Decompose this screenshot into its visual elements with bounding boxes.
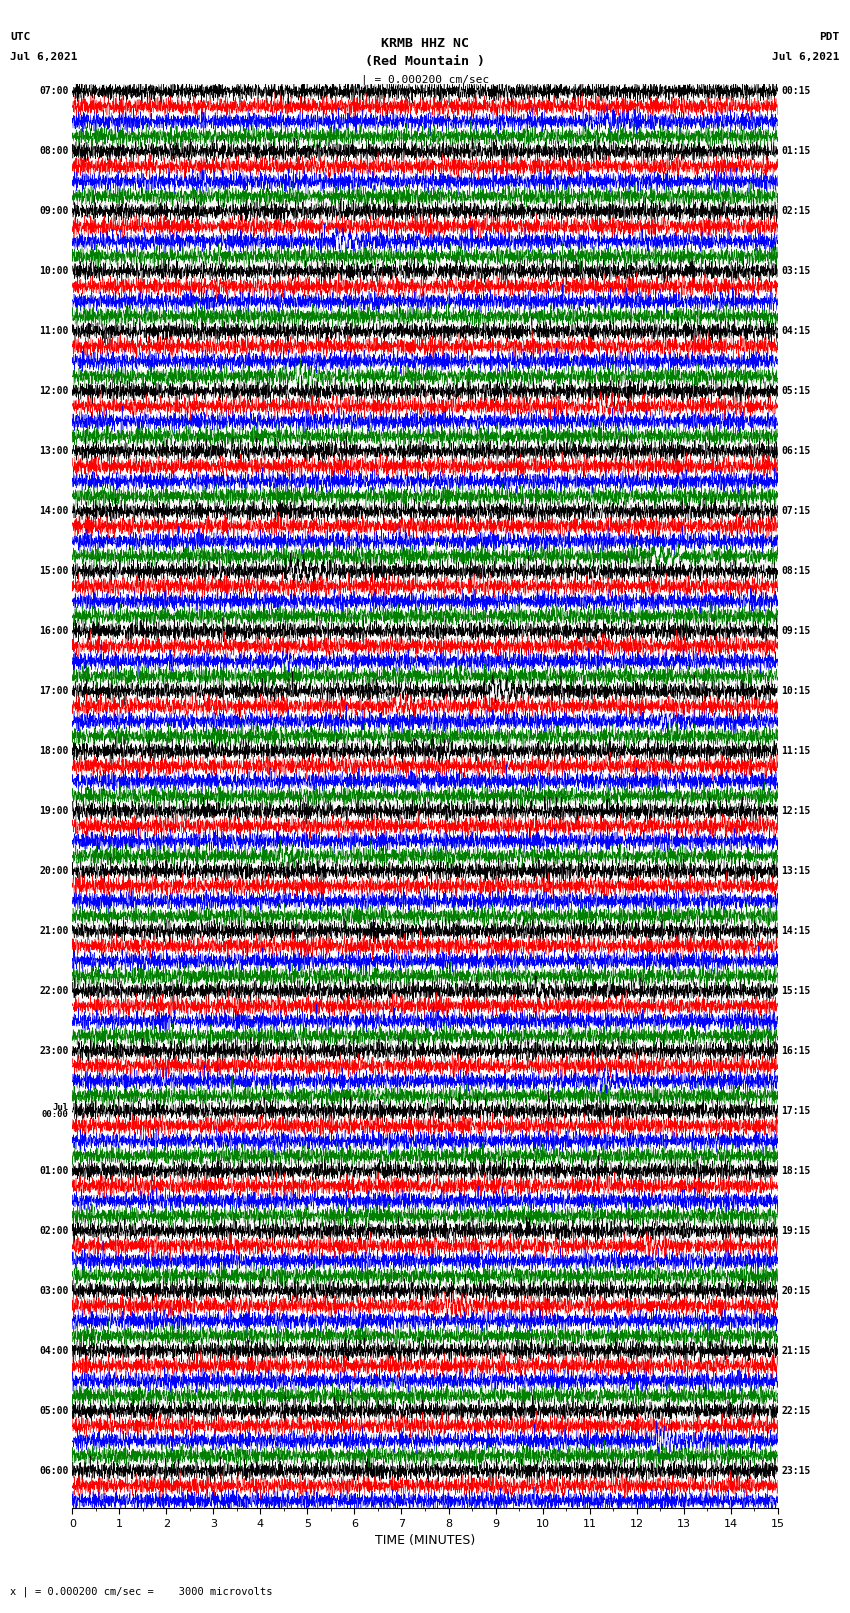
Text: 03:15: 03:15: [781, 266, 811, 276]
Text: 21:00: 21:00: [39, 926, 69, 936]
Text: 05:00: 05:00: [39, 1405, 69, 1416]
Text: 20:00: 20:00: [39, 866, 69, 876]
Text: 23:15: 23:15: [781, 1466, 811, 1476]
Text: UTC: UTC: [10, 32, 31, 42]
Text: 00:00: 00:00: [42, 1110, 69, 1119]
Text: 07:00: 07:00: [39, 87, 69, 97]
Text: 19:00: 19:00: [39, 806, 69, 816]
Text: 08:00: 08:00: [39, 147, 69, 156]
Text: 18:00: 18:00: [39, 747, 69, 756]
Text: 16:00: 16:00: [39, 626, 69, 636]
Text: 08:15: 08:15: [781, 566, 811, 576]
Text: 10:15: 10:15: [781, 686, 811, 697]
Text: 06:15: 06:15: [781, 447, 811, 456]
Text: 14:15: 14:15: [781, 926, 811, 936]
Text: | = 0.000200 cm/sec: | = 0.000200 cm/sec: [361, 74, 489, 85]
Text: PDT: PDT: [819, 32, 840, 42]
Text: 21:15: 21:15: [781, 1345, 811, 1357]
Text: 14:00: 14:00: [39, 506, 69, 516]
Text: 17:00: 17:00: [39, 686, 69, 697]
Text: 10:00: 10:00: [39, 266, 69, 276]
Text: Jul: Jul: [53, 1103, 69, 1111]
Text: 22:15: 22:15: [781, 1405, 811, 1416]
Text: x | = 0.000200 cm/sec =    3000 microvolts: x | = 0.000200 cm/sec = 3000 microvolts: [10, 1586, 273, 1597]
Text: 01:15: 01:15: [781, 147, 811, 156]
Text: KRMB HHZ NC: KRMB HHZ NC: [381, 37, 469, 50]
Text: 00:15: 00:15: [781, 87, 811, 97]
Text: 19:15: 19:15: [781, 1226, 811, 1236]
Text: 13:00: 13:00: [39, 447, 69, 456]
Text: Jul 6,2021: Jul 6,2021: [10, 52, 77, 61]
Text: 11:15: 11:15: [781, 747, 811, 756]
Text: 17:15: 17:15: [781, 1107, 811, 1116]
Text: 20:15: 20:15: [781, 1286, 811, 1295]
Text: 12:15: 12:15: [781, 806, 811, 816]
Text: 16:15: 16:15: [781, 1045, 811, 1057]
Text: 05:15: 05:15: [781, 386, 811, 397]
Text: 18:15: 18:15: [781, 1166, 811, 1176]
Text: 22:00: 22:00: [39, 986, 69, 995]
Text: 02:00: 02:00: [39, 1226, 69, 1236]
Text: 01:00: 01:00: [39, 1166, 69, 1176]
Text: 03:00: 03:00: [39, 1286, 69, 1295]
Text: (Red Mountain ): (Red Mountain ): [365, 55, 485, 68]
Text: 09:15: 09:15: [781, 626, 811, 636]
Text: 13:15: 13:15: [781, 866, 811, 876]
Text: 12:00: 12:00: [39, 386, 69, 397]
Text: 23:00: 23:00: [39, 1045, 69, 1057]
Text: 15:15: 15:15: [781, 986, 811, 995]
Text: 02:15: 02:15: [781, 206, 811, 216]
X-axis label: TIME (MINUTES): TIME (MINUTES): [375, 1534, 475, 1547]
Text: 09:00: 09:00: [39, 206, 69, 216]
Text: 11:00: 11:00: [39, 326, 69, 336]
Text: 04:15: 04:15: [781, 326, 811, 336]
Text: 04:00: 04:00: [39, 1345, 69, 1357]
Text: 06:00: 06:00: [39, 1466, 69, 1476]
Text: 15:00: 15:00: [39, 566, 69, 576]
Text: 07:15: 07:15: [781, 506, 811, 516]
Text: Jul 6,2021: Jul 6,2021: [773, 52, 840, 61]
